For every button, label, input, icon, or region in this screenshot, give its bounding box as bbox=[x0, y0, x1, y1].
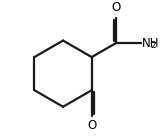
Text: O: O bbox=[111, 1, 121, 14]
Text: NH: NH bbox=[142, 37, 160, 50]
Text: 2: 2 bbox=[151, 41, 156, 50]
Text: O: O bbox=[87, 119, 96, 132]
